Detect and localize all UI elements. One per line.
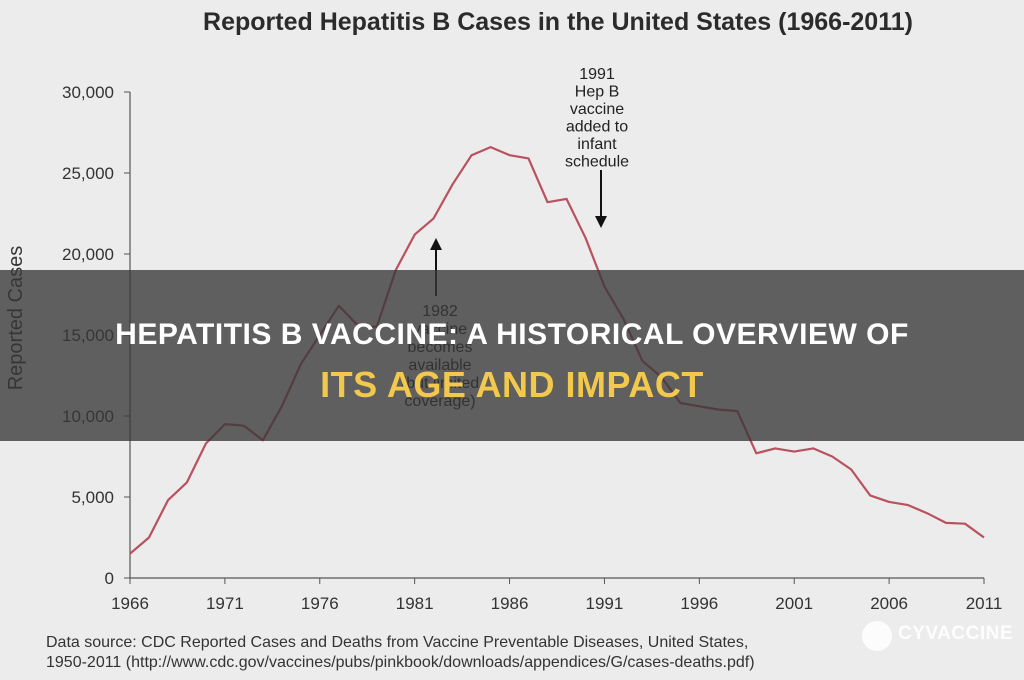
- data-point: [963, 522, 967, 526]
- x-tick-labels: 1966 1971 1976 1981 1986 1991 1996 2001 2006 2011: [111, 578, 1002, 613]
- data-point: [204, 442, 208, 446]
- data-point: [413, 233, 417, 237]
- data-point: [564, 197, 568, 201]
- y-tick-label: 25,000: [62, 164, 114, 183]
- arrow-1982-head: [430, 238, 442, 250]
- data-point: [451, 182, 455, 186]
- data-point: [166, 498, 170, 502]
- data-point: [583, 236, 587, 240]
- data-point: [982, 536, 986, 540]
- y-tick-label: 30,000: [62, 83, 114, 102]
- data-point: [925, 511, 929, 515]
- annotation-text-line: added to: [566, 119, 628, 136]
- watermark-text: CYVACCINE: [898, 623, 1013, 645]
- annotation-text-line: vaccine: [570, 101, 624, 118]
- chart-title: Reported Hepatitis B Cases in the United…: [203, 8, 913, 36]
- overlay-banner: [0, 270, 1024, 441]
- overlay-headline-line2: ITS AGE AND IMPACT: [0, 364, 1024, 406]
- x-tick-label: 2011: [966, 594, 1003, 613]
- y-tick-label: 5,000: [71, 488, 114, 507]
- annotation-text-line: infant: [577, 136, 617, 153]
- data-point: [830, 455, 834, 459]
- data-point: [906, 503, 910, 507]
- watermark-logo: CYVACCINE: [862, 617, 1012, 657]
- data-point: [128, 552, 132, 556]
- overlay-headline-line1: HEPATITIS B VACCINE: A HISTORICAL OVERVI…: [0, 318, 1024, 352]
- x-tick-label: 1986: [491, 594, 529, 613]
- data-point: [849, 467, 853, 471]
- x-tick-label: 1966: [111, 594, 149, 613]
- data-point: [811, 446, 815, 450]
- y-tick-label: 20,000: [62, 245, 114, 264]
- data-point: [185, 480, 189, 484]
- data-point: [868, 493, 872, 497]
- data-point: [470, 153, 474, 157]
- x-tick-label: 1981: [396, 594, 434, 613]
- arrow-1991-head: [595, 216, 607, 228]
- x-tick-label: 1971: [206, 594, 244, 613]
- annotation-text-line: 1991: [579, 66, 615, 83]
- data-source-note: Data source: CDC Reported Cases and Deat…: [46, 634, 755, 671]
- x-tick-label: 1991: [586, 594, 624, 613]
- data-point: [527, 156, 531, 160]
- source-line: 1950-2011 (http://www.cdc.gov/vaccines/p…: [46, 654, 755, 671]
- x-tick-label: 2006: [870, 594, 908, 613]
- data-point: [546, 200, 550, 204]
- x-tick-label: 1976: [301, 594, 339, 613]
- watermark-circle-icon: [862, 621, 892, 651]
- y-tick-label: 0: [105, 569, 114, 588]
- source-line: Data source: CDC Reported Cases and Deat…: [46, 634, 748, 651]
- data-point: [489, 145, 493, 149]
- annotation-text-line: schedule: [565, 154, 629, 171]
- annotation-text-line: Hep B: [575, 84, 619, 101]
- data-point: [944, 521, 948, 525]
- data-point: [887, 500, 891, 504]
- data-point: [508, 153, 512, 157]
- data-point: [792, 450, 796, 454]
- x-tick-label: 1996: [680, 594, 718, 613]
- data-point: [147, 536, 151, 540]
- data-point: [754, 451, 758, 455]
- data-point: [432, 216, 436, 220]
- x-tick-label: 2001: [775, 594, 813, 613]
- data-point: [773, 446, 777, 450]
